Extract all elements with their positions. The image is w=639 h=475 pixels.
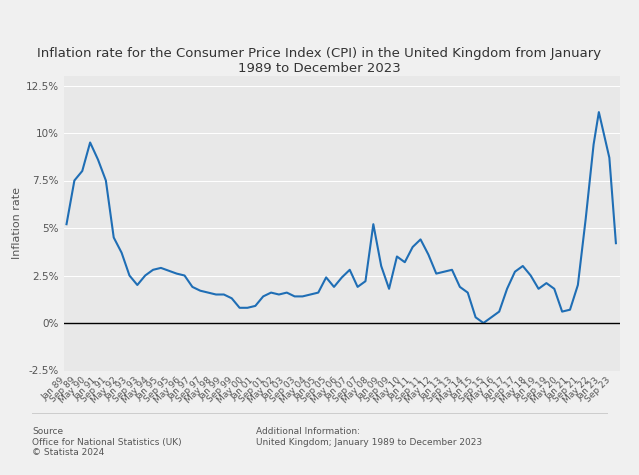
Text: Source
Office for National Statistics (UK)
© Statista 2024: Source Office for National Statistics (U…: [32, 428, 181, 457]
Text: Inflation rate for the Consumer Price Index (CPI) in the United Kingdom from Jan: Inflation rate for the Consumer Price In…: [38, 48, 601, 76]
Text: Additional Information:
United Kingdom; January 1989 to December 2023: Additional Information: United Kingdom; …: [256, 428, 482, 447]
Y-axis label: Inflation rate: Inflation rate: [12, 187, 22, 259]
